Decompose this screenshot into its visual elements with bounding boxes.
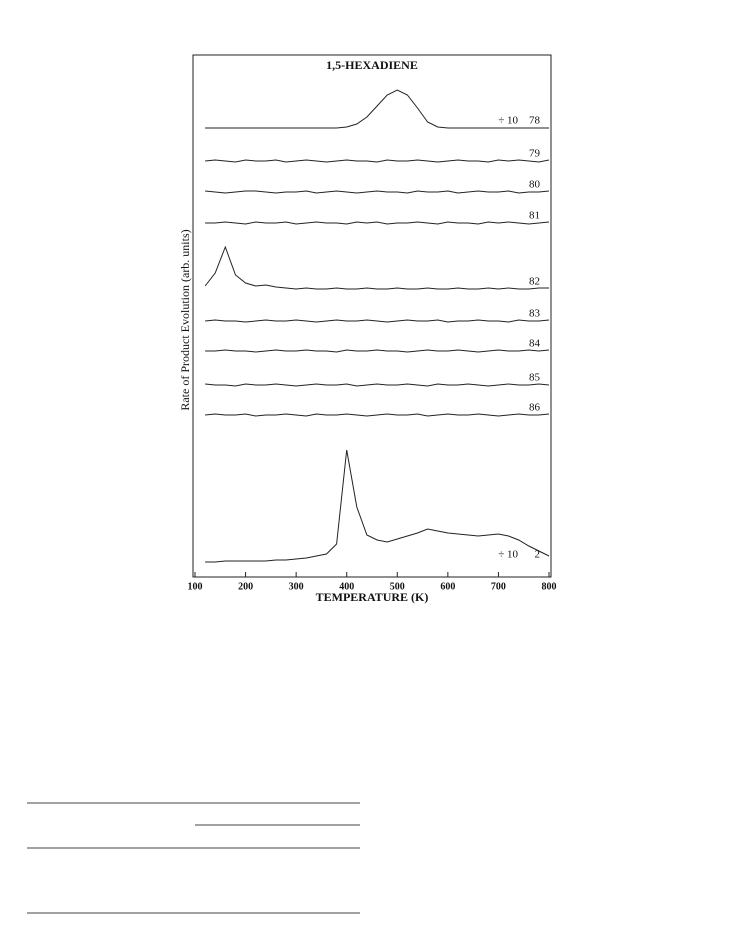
x-tick-label: 600 <box>440 581 455 592</box>
x-tick-label: 200 <box>238 581 253 592</box>
trace-label: 85 <box>529 372 541 384</box>
x-tick-label: 700 <box>491 581 506 592</box>
chart-title: 1,5-HEXADIENE <box>326 58 418 72</box>
plot-frame <box>192 54 552 578</box>
x-tick-label: 800 <box>542 581 557 592</box>
trace-annotation: ÷ 10 <box>498 115 518 127</box>
trace-annotation: ÷ 10 <box>498 549 518 561</box>
y-axis-label: Rate of Product Evolution (arb. units) <box>178 229 192 410</box>
trace <box>205 383 550 387</box>
x-tick-label: 400 <box>339 581 354 592</box>
x-tick-label: 300 <box>289 581 304 592</box>
x-axis-label: TEMPERATURE (K) <box>316 590 429 604</box>
trace <box>205 413 550 417</box>
table-rules <box>27 802 360 914</box>
trace <box>205 159 550 163</box>
trace <box>205 221 550 225</box>
trace-label: 84 <box>529 338 541 350</box>
x-tick-label: 100 <box>188 581 203 592</box>
trace-label: 82 <box>529 276 540 288</box>
trace-label: 81 <box>529 210 540 222</box>
trace-label: 83 <box>529 308 541 320</box>
trace-label: 86 <box>529 402 541 414</box>
x-tick-label: 500 <box>390 581 405 592</box>
trace-label: 78 <box>529 115 541 127</box>
trace-label: 80 <box>529 179 541 191</box>
trace-label: 2 <box>535 549 541 561</box>
trace <box>205 190 550 194</box>
trace-label: 79 <box>529 148 541 160</box>
trace <box>204 245 549 290</box>
trace <box>205 449 550 563</box>
trace <box>205 319 550 323</box>
trace <box>205 89 549 129</box>
trace <box>205 349 550 353</box>
